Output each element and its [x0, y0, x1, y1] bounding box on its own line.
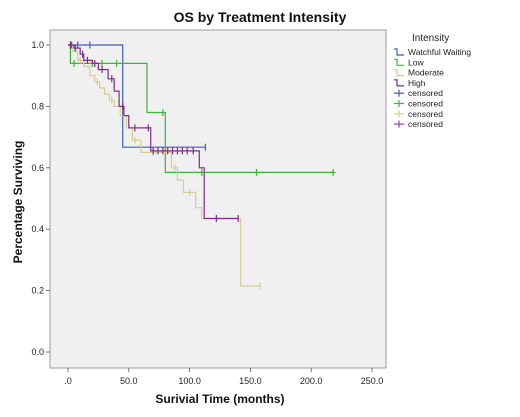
- x-tick-label: .0: [64, 376, 72, 386]
- legend-line-swatch: [394, 48, 404, 56]
- x-axis-label: Surivial Time (months): [155, 392, 284, 406]
- y-tick-label: 0.0: [31, 347, 44, 357]
- legend-line-swatch: [394, 58, 404, 66]
- legend-item: censored: [394, 109, 443, 119]
- x-tick-label: 250.0: [361, 376, 384, 386]
- legend-item: Low: [394, 57, 424, 67]
- plot-area: [49, 29, 387, 369]
- legend-line-swatch: [394, 68, 404, 77]
- legend-label: Watchful Waiting: [408, 47, 471, 57]
- legend-label: censored: [408, 109, 443, 119]
- y-tick-label: 1.0: [31, 40, 44, 50]
- chart-title: OS by Treatment Intensity: [174, 9, 347, 25]
- legend-item: censored: [394, 88, 443, 98]
- legend-line-swatch: [394, 79, 404, 87]
- y-tick-label: 0.2: [31, 286, 44, 296]
- legend-label: High: [408, 78, 426, 88]
- survival-curves: [68, 41, 336, 290]
- y-tick-label: 0.4: [31, 224, 44, 234]
- legend-label: censored: [408, 119, 443, 129]
- legend-item: Watchful Waiting: [394, 47, 471, 57]
- legend: Intensity Watchful WaitingLowModerateHig…: [394, 33, 471, 129]
- x-tick-label: 200.0: [300, 376, 323, 386]
- y-axis-label: Percentage Surviving: [11, 141, 25, 264]
- x-tick-label: 100.0: [178, 376, 201, 386]
- x-tick-label: 50.0: [120, 376, 138, 386]
- y-axis: 0.0 0.2 0.4 0.6 0.8 1.0: [31, 40, 50, 357]
- legend-label: Moderate: [408, 68, 444, 78]
- x-tick-label: 150.0: [239, 376, 262, 386]
- legend-item: High: [394, 78, 426, 88]
- legend-label: censored: [408, 99, 443, 109]
- legend-label: censored: [408, 88, 443, 98]
- x-axis: .0 50.0 100.0 150.0 200.0 250.0: [64, 368, 383, 386]
- series-line-watchful-waiting: [68, 44, 206, 148]
- y-tick-label: 0.8: [31, 101, 44, 111]
- legend-item: censored: [394, 99, 443, 109]
- legend-title: Intensity: [412, 33, 449, 44]
- legend-item: censored: [394, 119, 443, 129]
- legend-label: Low: [408, 57, 424, 67]
- y-tick-label: 0.6: [31, 163, 44, 173]
- legend-item: Moderate: [394, 68, 444, 78]
